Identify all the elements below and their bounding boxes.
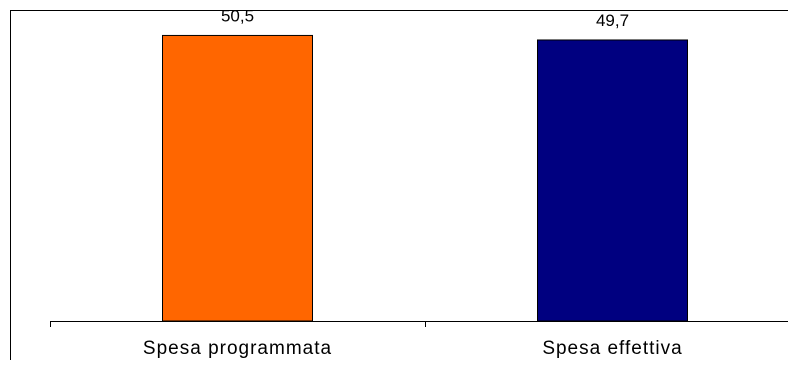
x-tick-label-2: Spesa effettiva <box>542 338 682 359</box>
bar-1 <box>163 35 313 321</box>
bars-layer <box>163 35 688 321</box>
data-label-2: 49,7 <box>596 11 629 30</box>
data-label-1: 50,5 <box>221 6 254 25</box>
x-axis-tick-labels: Spesa programmata Spesa effettiva <box>143 338 683 359</box>
bar-2 <box>538 40 688 321</box>
x-tick-label-1: Spesa programmata <box>143 338 332 359</box>
value-labels-layer: 50,5 49,7 <box>221 6 629 30</box>
